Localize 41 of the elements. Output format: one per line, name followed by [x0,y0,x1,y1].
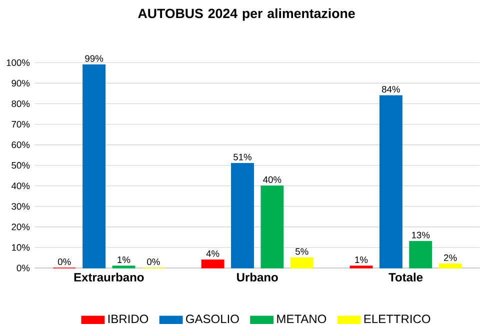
y-tick-label: 90% [12,80,30,86]
bar [438,264,462,268]
data-label: 2% [444,254,457,261]
data-label: 0% [147,258,160,266]
x-tick-label: Urbano [237,272,278,282]
y-tick-label: 50% [12,162,30,169]
bar [290,257,314,268]
y-tick-label: 0% [16,264,30,272]
data-label: 1% [355,256,368,264]
bar [379,95,402,268]
data-label: 0% [58,258,71,266]
data-label: 40% [263,176,282,183]
data-label: 5% [296,248,308,255]
x-tick-label: Extraurbano [74,272,144,282]
y-tick-label: 70% [12,120,30,128]
x-tick-label: Totale [388,272,423,282]
bar [231,162,254,268]
bar [82,64,106,268]
bar [350,266,373,268]
y-tick-label: 30% [12,203,30,210]
y-tick-label: 10% [12,244,30,251]
bar [112,266,136,268]
data-label: 4% [206,250,220,257]
bar [409,240,432,268]
legend-label: METANO [277,314,326,324]
y-tick-label: 100% [6,59,30,66]
bar [201,259,224,268]
legend-label: GASOLIO [186,314,239,324]
data-label: 1% [118,256,130,264]
data-label: 84% [382,86,400,93]
data-label: 51% [234,154,252,160]
chart-title: AUTOBUS 2024 per alimentazione [138,8,355,21]
legend-label: ELETTRICO [364,314,430,324]
y-tick-label: 40% [11,182,30,190]
legend-label: IBRIDO [108,314,148,324]
bar [260,186,284,268]
y-tick-label: 20% [12,224,30,230]
y-tick-label: 60% [12,142,30,148]
data-label: 99% [85,55,104,62]
data-label: 13% [412,232,430,238]
y-tick-label: 80% [12,100,30,108]
